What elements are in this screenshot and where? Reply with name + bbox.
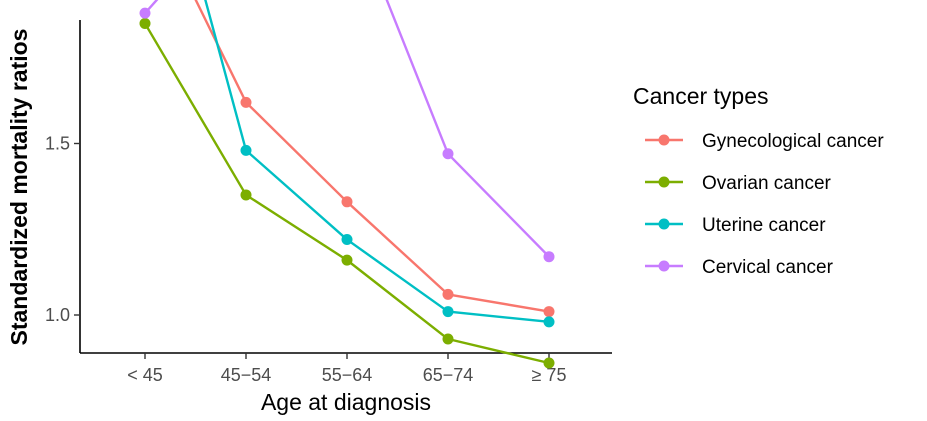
legend: Cancer types Gynecological cancer Ovarian…	[633, 83, 884, 278]
x-axis-ticks: < 45 45−54 55−64 65−74 ≥ 75	[127, 353, 566, 385]
series-layer	[139, 0, 555, 369]
legend-item: Ovarian cancer	[645, 173, 832, 194]
x-tick-label: 45−54	[221, 365, 272, 385]
data-point	[543, 357, 555, 369]
series-line	[143, 22, 550, 365]
legend-label: Ovarian cancer	[702, 173, 832, 194]
legend-key-point	[658, 260, 670, 272]
x-axis-title: Age at diagnosis	[261, 389, 431, 415]
legend-items: Gynecological cancer Ovarian cancer Uterin…	[645, 131, 884, 278]
data-point	[543, 316, 555, 328]
x-tick-label: ≥ 75	[532, 365, 567, 385]
x-tick-label: 65−74	[423, 365, 474, 385]
series-line	[204, 0, 550, 324]
legend-key-point	[658, 218, 670, 230]
data-point	[442, 306, 454, 318]
legend-key-point	[658, 134, 670, 146]
y-axis-title: Standardized mortality ratios	[6, 29, 32, 346]
series-gynecological-cancer	[194, 0, 555, 318]
y-axis-ticks: 1.01.52.02.5	[45, 134, 80, 325]
data-point	[139, 7, 151, 19]
series-line	[144, 0, 550, 258]
series-cervical-cancer	[139, 0, 555, 263]
x-tick-label: < 45	[127, 365, 163, 385]
legend-item: Cervical cancer	[645, 257, 834, 278]
series-uterine-cancer	[204, 0, 555, 328]
y-tick-label: 1.0	[45, 305, 70, 325]
series-ovarian-cancer	[139, 17, 555, 369]
data-point	[341, 196, 353, 208]
legend-key-point	[658, 176, 670, 188]
data-point	[240, 96, 252, 108]
legend-label: Cervical cancer	[702, 257, 834, 278]
data-point	[442, 288, 454, 300]
legend-title: Cancer types	[633, 83, 769, 109]
x-tick-label: 55−64	[322, 365, 373, 385]
data-point	[139, 17, 151, 29]
data-point	[240, 189, 252, 201]
data-point	[240, 144, 252, 156]
data-point	[341, 254, 353, 266]
y-tick-label: 1.5	[45, 134, 70, 154]
legend-item: Uterine cancer	[645, 215, 826, 236]
legend-label: Gynecological cancer	[702, 131, 884, 152]
legend-label: Uterine cancer	[702, 215, 826, 236]
data-point	[442, 333, 454, 345]
legend-item: Gynecological cancer	[645, 131, 884, 152]
data-point	[543, 306, 555, 318]
data-point	[442, 148, 454, 160]
data-point	[341, 234, 353, 246]
data-point	[543, 251, 555, 263]
